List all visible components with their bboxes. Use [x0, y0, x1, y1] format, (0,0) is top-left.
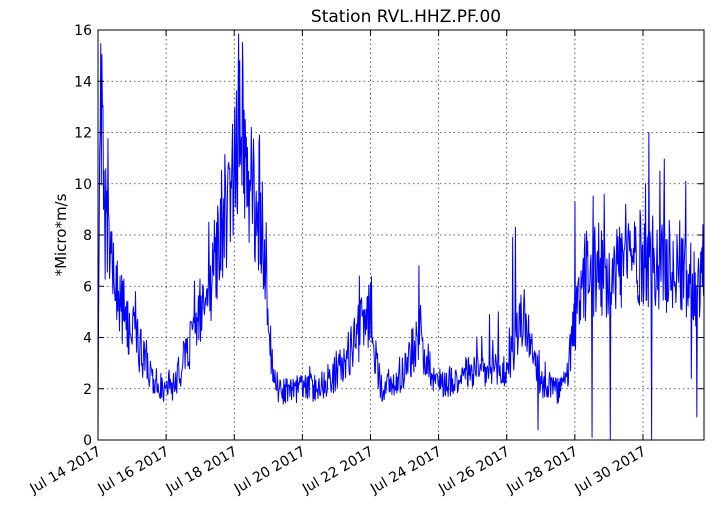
x-tick-label: Jul 18 2017 — [163, 444, 240, 498]
y-tick-label: 4 — [83, 331, 92, 347]
x-tick-label: Jul 28 2017 — [503, 444, 580, 498]
grid-layer — [98, 30, 704, 440]
y-tick-label: 2 — [83, 382, 92, 398]
x-tick-label: Jul 16 2017 — [95, 444, 172, 498]
y-tick-label: 16 — [74, 23, 92, 39]
chart-title: Station RVL.HHZ.PF.00 — [311, 7, 501, 27]
y-tick-label: 6 — [83, 279, 92, 295]
x-tick-label: Jul 22 2017 — [299, 444, 376, 498]
x-tick-label: Jul 30 2017 — [571, 444, 648, 498]
x-tick-label: Jul 20 2017 — [231, 444, 308, 498]
x-tick-label: Jul 26 2017 — [435, 444, 512, 498]
x-tick-label: Jul 14 2017 — [27, 444, 104, 498]
x-tick-label: Jul 24 2017 — [367, 444, 444, 498]
y-tick-label: 14 — [74, 74, 92, 90]
data-layer — [97, 33, 705, 441]
y-tick-label: 12 — [74, 126, 92, 142]
y-tick-label: 10 — [74, 177, 92, 193]
plot-frame — [97, 29, 705, 441]
y-tick-label: 0 — [83, 433, 92, 449]
y-axis-label: *Micro*m/s — [52, 193, 70, 276]
y-tick-label: 8 — [83, 228, 92, 244]
data-series-line — [97, 33, 705, 441]
